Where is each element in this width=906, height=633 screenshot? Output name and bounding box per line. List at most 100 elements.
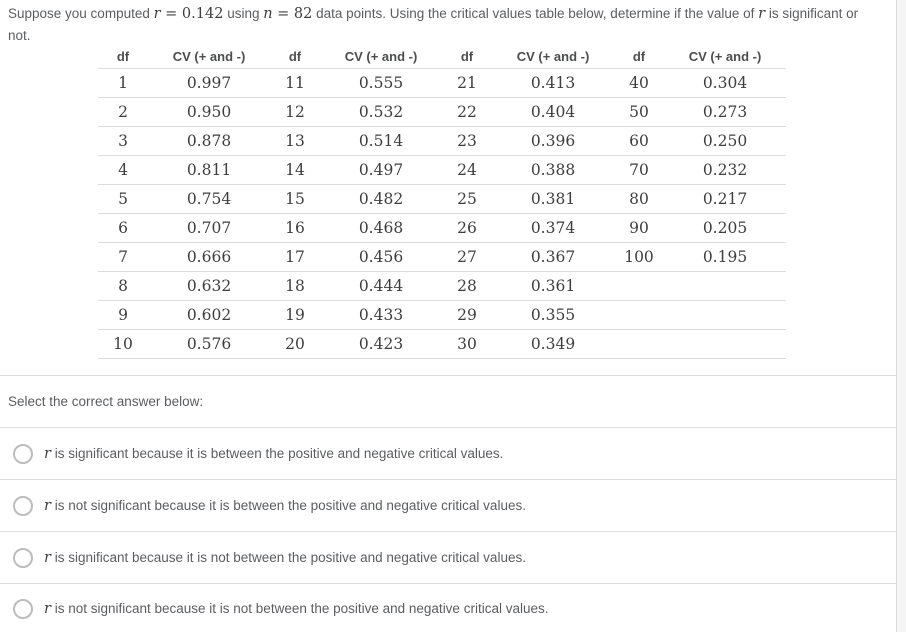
df-value-cell: 30 bbox=[442, 329, 492, 359]
question-segment: Suppose you computed bbox=[8, 6, 154, 21]
cv-value-cell: 0.355 bbox=[492, 300, 614, 330]
cv-value-cell: 0.381 bbox=[492, 184, 614, 214]
math-value: = 0.142 bbox=[160, 6, 224, 22]
option-label: r is significant because it is between t… bbox=[44, 445, 503, 463]
cv-value-cell: 0.367 bbox=[492, 242, 614, 272]
radio-button[interactable] bbox=[13, 598, 33, 619]
cv-value-cell: 0.388 bbox=[492, 155, 614, 185]
answer-section: Select the correct answer below: r is si… bbox=[0, 375, 896, 633]
cv-value-cell bbox=[664, 300, 786, 330]
df-value-cell: 6 bbox=[98, 213, 148, 243]
df-value-cell: 25 bbox=[442, 184, 492, 214]
math-variable-n: n bbox=[263, 6, 273, 22]
cv-value-cell: 0.576 bbox=[148, 329, 270, 359]
df-value-cell: 19 bbox=[270, 300, 320, 330]
df-value-cell: 2 bbox=[98, 97, 148, 127]
cv-column-header: CV (+ and -) bbox=[492, 45, 614, 69]
df-value-cell: 70 bbox=[614, 155, 664, 185]
df-value-cell: 5 bbox=[98, 184, 148, 214]
df-value-cell: 16 bbox=[270, 213, 320, 243]
df-column-header: df bbox=[270, 45, 320, 69]
df-value-cell: 21 bbox=[442, 68, 492, 98]
df-value-cell: 27 bbox=[442, 242, 492, 272]
df-value-cell: 14 bbox=[270, 155, 320, 185]
df-value-cell: 13 bbox=[270, 126, 320, 156]
cv-value-cell: 0.754 bbox=[148, 184, 270, 214]
cv-value-cell: 0.514 bbox=[320, 126, 442, 156]
cv-value-cell: 0.413 bbox=[492, 68, 614, 98]
cv-value-cell: 0.205 bbox=[664, 213, 786, 243]
df-value-cell: 3 bbox=[98, 126, 148, 156]
df-column-header: df bbox=[98, 45, 148, 69]
cv-table-row: 1 0.997 11 0.555 21 0.413 40 0.304 bbox=[98, 68, 786, 98]
df-value-cell: 12 bbox=[270, 97, 320, 127]
df-value-cell: 24 bbox=[442, 155, 492, 185]
math-variable-r: r bbox=[153, 6, 161, 22]
df-value-cell: 1 bbox=[98, 68, 148, 98]
question-text: Suppose you computed r = 0.142 using n =… bbox=[8, 3, 884, 46]
cv-value-cell: 0.632 bbox=[148, 271, 270, 301]
cv-value-cell: 0.602 bbox=[148, 300, 270, 330]
cv-value-cell: 0.555 bbox=[320, 68, 442, 98]
cv-table-row: 7 0.666 17 0.456 27 0.367 100 0.195 bbox=[98, 242, 786, 272]
df-value-cell bbox=[614, 271, 664, 301]
cv-value-cell: 0.217 bbox=[664, 184, 786, 214]
radio-button[interactable] bbox=[13, 547, 33, 568]
cv-table-body: 1 0.997 11 0.555 21 0.413 40 0.304 2 0.950 12 0.532… bbox=[98, 68, 786, 359]
df-value-cell: 9 bbox=[98, 300, 148, 330]
cv-column-header: CV (+ and -) bbox=[148, 45, 270, 69]
cv-value-cell bbox=[664, 329, 786, 359]
df-column-header: df bbox=[614, 45, 664, 69]
radio-button[interactable] bbox=[13, 443, 33, 464]
df-value-cell: 29 bbox=[442, 300, 492, 330]
df-value-cell: 22 bbox=[442, 97, 492, 127]
df-value-cell: 20 bbox=[270, 329, 320, 359]
math-variable-r: r bbox=[44, 600, 51, 617]
cv-value-cell: 0.361 bbox=[492, 271, 614, 301]
cv-value-cell: 0.666 bbox=[148, 242, 270, 272]
answer-option-4[interactable]: r is not significant because it is not b… bbox=[0, 583, 896, 633]
cv-value-cell: 0.304 bbox=[664, 68, 786, 98]
cv-value-cell: 0.997 bbox=[148, 68, 270, 98]
question-segment: is significant or not. bbox=[8, 6, 859, 43]
df-value-cell bbox=[614, 329, 664, 359]
df-value-cell: 18 bbox=[270, 271, 320, 301]
right-gutter bbox=[896, 0, 906, 632]
math-value: = 82 bbox=[272, 6, 313, 22]
answer-prompt-label: Select the correct answer below: bbox=[8, 394, 204, 409]
cv-table-row: 2 0.950 12 0.532 22 0.404 50 0.273 bbox=[98, 97, 786, 127]
cv-value-cell: 0.811 bbox=[148, 155, 270, 185]
cv-value-cell: 0.532 bbox=[320, 97, 442, 127]
cv-column-header: CV (+ and -) bbox=[320, 45, 442, 69]
cv-table-row: 4 0.811 14 0.497 24 0.388 70 0.232 bbox=[98, 155, 786, 185]
cv-value-cell: 0.423 bbox=[320, 329, 442, 359]
cv-value-cell: 0.195 bbox=[664, 242, 786, 272]
cv-value-cell: 0.273 bbox=[664, 97, 786, 127]
cv-value-cell: 0.433 bbox=[320, 300, 442, 330]
option-text: is not significant because it is not bet… bbox=[50, 600, 549, 616]
answer-option-2[interactable]: r is not significant because it is betwe… bbox=[0, 479, 896, 531]
cv-value-cell: 0.404 bbox=[492, 97, 614, 127]
answer-prompt: Select the correct answer below: bbox=[0, 375, 896, 427]
df-value-cell: 100 bbox=[614, 242, 664, 272]
cv-value-cell: 0.950 bbox=[148, 97, 270, 127]
df-value-cell: 26 bbox=[442, 213, 492, 243]
df-value-cell: 7 bbox=[98, 242, 148, 272]
option-label: r is significant because it is not betwe… bbox=[44, 549, 526, 567]
cv-value-cell: 0.232 bbox=[664, 155, 786, 185]
cv-value-cell: 0.468 bbox=[320, 213, 442, 243]
answer-option-3[interactable]: r is significant because it is not betwe… bbox=[0, 531, 896, 583]
cv-value-cell: 0.349 bbox=[492, 329, 614, 359]
cv-column-header: CV (+ and -) bbox=[664, 45, 786, 69]
answer-option-1[interactable]: r is significant because it is between t… bbox=[0, 427, 896, 479]
radio-button[interactable] bbox=[13, 495, 33, 516]
cv-value-cell: 0.444 bbox=[320, 271, 442, 301]
df-value-cell: 60 bbox=[614, 126, 664, 156]
option-label: r is not significant because it is not b… bbox=[44, 600, 548, 618]
cv-value-cell: 0.497 bbox=[320, 155, 442, 185]
cv-table-row: 9 0.602 19 0.433 29 0.355 bbox=[98, 300, 786, 330]
cv-table-row: 3 0.878 13 0.514 23 0.396 60 0.250 bbox=[98, 126, 786, 156]
df-value-cell: 23 bbox=[442, 126, 492, 156]
critical-values-table: df CV (+ and -) df CV (+ and -) df CV (+ and … bbox=[98, 45, 786, 359]
cv-table-header-row: df CV (+ and -) df CV (+ and -) df CV (+ and … bbox=[98, 45, 786, 69]
